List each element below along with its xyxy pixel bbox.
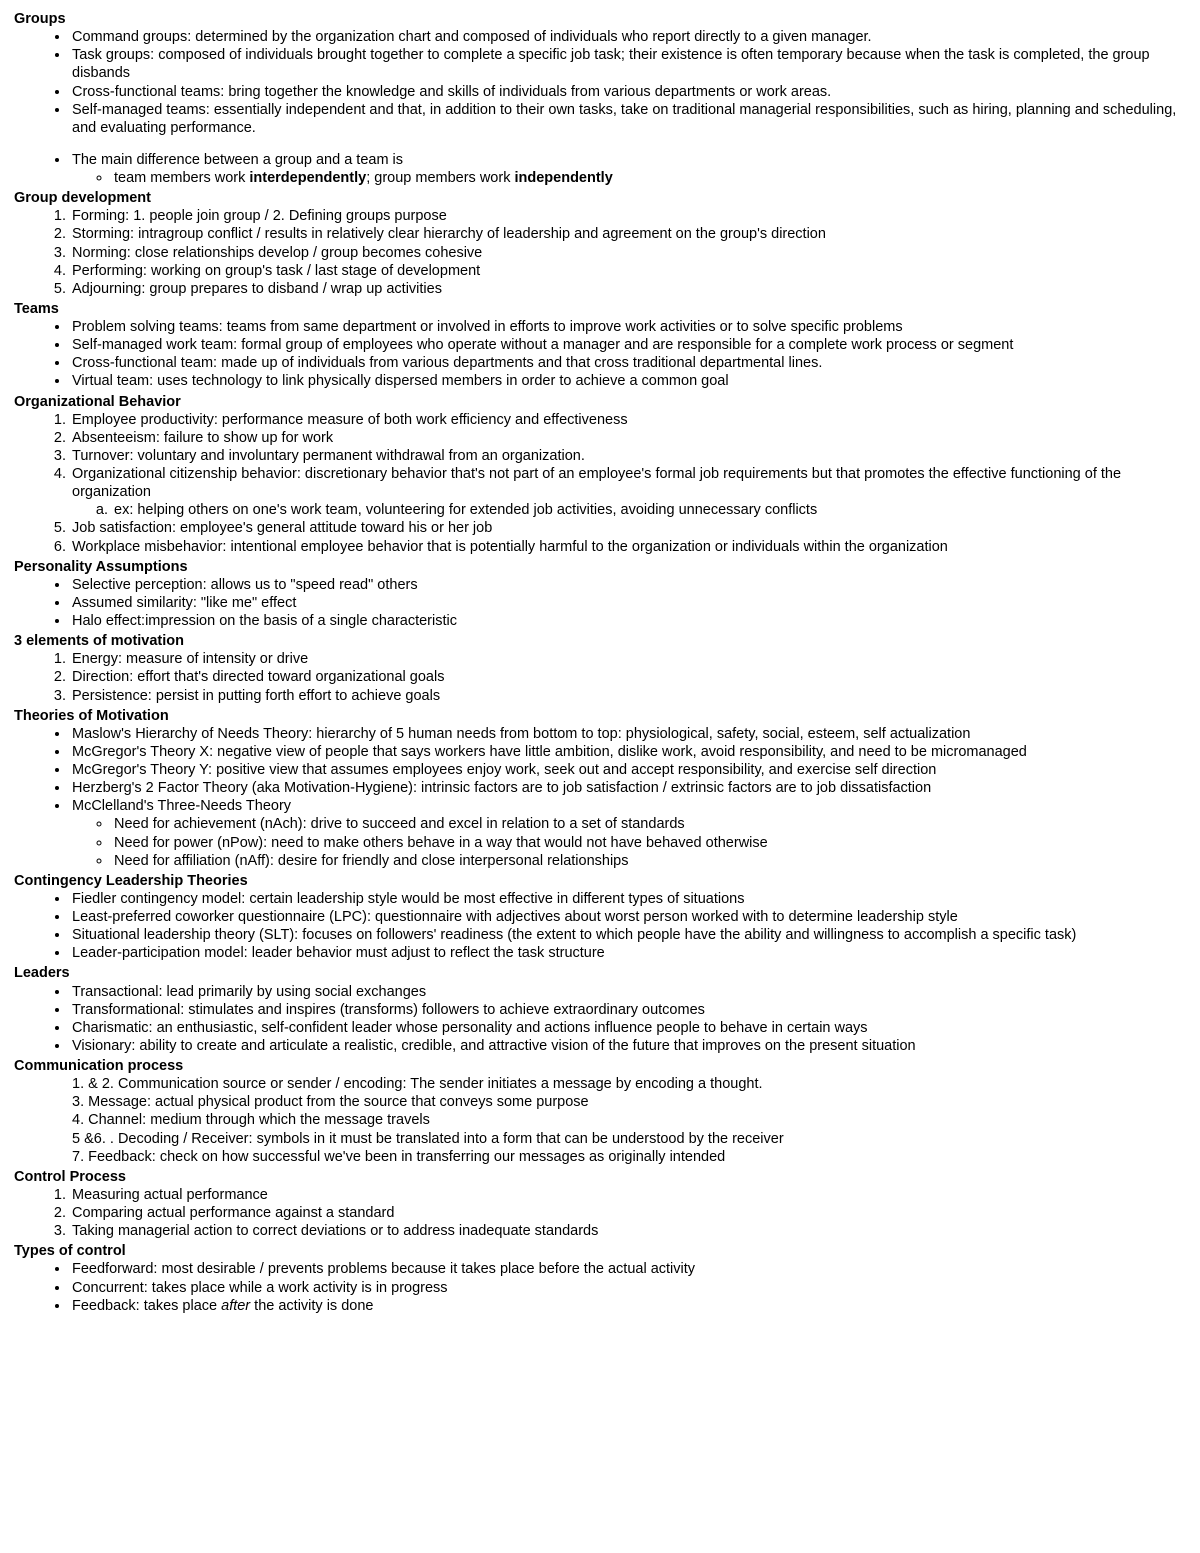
list-item: Charismatic: an enthusiastic, self-confi… (70, 1019, 1186, 1037)
list-item: Energy: measure of intensity or drive (70, 650, 1186, 668)
text-part: team members work (114, 170, 249, 186)
list-item: Selective perception: allows us to "spee… (70, 576, 1186, 594)
list-item: Persistence: persist in putting forth ef… (70, 687, 1186, 705)
section-list: Employee productivity: performance measu… (14, 411, 1186, 556)
list-item: Self-managed work team: formal group of … (70, 336, 1186, 354)
section-heading: Theories of Motivation (14, 707, 1186, 725)
sub-list: ex: helping others on one's work team, v… (72, 501, 1186, 519)
list-item: Job satisfaction: employee's general att… (70, 519, 1186, 537)
list-item: Absenteeism: failure to show up for work (70, 429, 1186, 447)
list-item: 7. Feedback: check on how successful we'… (14, 1148, 1186, 1166)
text-part: independently (514, 170, 612, 186)
section-heading: Teams (14, 300, 1186, 318)
list-item: Direction: effort that's directed toward… (70, 668, 1186, 686)
list-item: Performing: working on group's task / la… (70, 262, 1186, 280)
list-item: McClelland's Three-Needs TheoryNeed for … (70, 797, 1186, 870)
list-item: Self-managed teams: essentially independ… (70, 101, 1186, 137)
list-item: Least-preferred coworker questionnaire (… (70, 908, 1186, 926)
list-item: Herzberg's 2 Factor Theory (aka Motivati… (70, 779, 1186, 797)
list-item: Storming: intragroup conflict / results … (70, 225, 1186, 243)
section-heading: Organizational Behavior (14, 393, 1186, 411)
list-item: team members work interdependently; grou… (112, 169, 1186, 187)
list-item: Forming: 1. people join group / 2. Defin… (70, 207, 1186, 225)
list-item: Feedforward: most desirable / prevents p… (70, 1260, 1186, 1278)
list-item: Need for power (nPow): need to make othe… (112, 834, 1186, 852)
list-item: Taking managerial action to correct devi… (70, 1222, 1186, 1240)
section-heading: 3 elements of motivation (14, 632, 1186, 650)
section-list: Selective perception: allows us to "spee… (14, 576, 1186, 630)
section-list: Transactional: lead primarily by using s… (14, 983, 1186, 1056)
section-heading: Leaders (14, 964, 1186, 982)
document-root: GroupsCommand groups: determined by the … (14, 10, 1186, 1315)
list-item: McGregor's Theory Y: positive view that … (70, 761, 1186, 779)
section-heading: Group development (14, 189, 1186, 207)
section-list: Forming: 1. people join group / 2. Defin… (14, 207, 1186, 298)
sub-list: team members work interdependently; grou… (72, 169, 1186, 187)
list-item: Assumed similarity: "like me" effect (70, 594, 1186, 612)
list-item: Need for affiliation (nAff): desire for … (112, 852, 1186, 870)
list-item: Employee productivity: performance measu… (70, 411, 1186, 429)
section-list: Feedforward: most desirable / prevents p… (14, 1260, 1186, 1314)
list-item: Workplace misbehavior: intentional emplo… (70, 538, 1186, 556)
section-list: Measuring actual performanceComparing ac… (14, 1186, 1186, 1240)
list-item: 4. Channel: medium through which the mes… (14, 1111, 1186, 1129)
section-heading: Contingency Leadership Theories (14, 872, 1186, 890)
text-part: after (221, 1298, 250, 1314)
text-part: the activity is done (250, 1298, 373, 1314)
list-item: Cross-functional team: made up of indivi… (70, 354, 1186, 372)
list-item: Problem solving teams: teams from same d… (70, 318, 1186, 336)
list-item: Leader-participation model: leader behav… (70, 944, 1186, 962)
list-item: Virtual team: uses technology to link ph… (70, 372, 1186, 390)
list-item: Task groups: composed of individuals bro… (70, 46, 1186, 82)
section-heading: Groups (14, 10, 1186, 28)
list-item: Visionary: ability to create and articul… (70, 1037, 1186, 1055)
section-list: Energy: measure of intensity or driveDir… (14, 650, 1186, 704)
list-item: Comparing actual performance against a s… (70, 1204, 1186, 1222)
section-list: Maslow's Hierarchy of Needs Theory: hier… (14, 725, 1186, 870)
list-item: Concurrent: takes place while a work act… (70, 1279, 1186, 1297)
text-part: ; group members work (366, 170, 514, 186)
list-item: 1. & 2. Communication source or sender /… (14, 1075, 1186, 1093)
list-item: McGregor's Theory X: negative view of pe… (70, 743, 1186, 761)
list-item: Fiedler contingency model: certain leade… (70, 890, 1186, 908)
list-item: Organizational citizenship behavior: dis… (70, 465, 1186, 519)
list-item: Turnover: voluntary and involuntary perm… (70, 447, 1186, 465)
sub-list: Need for achievement (nAch): drive to su… (72, 815, 1186, 869)
list-item: The main difference between a group and … (70, 151, 1186, 187)
text-part: Feedback: takes place (72, 1298, 221, 1314)
list-item: 5 &6. . Decoding / Receiver: symbols in … (14, 1130, 1186, 1148)
list-item: Transactional: lead primarily by using s… (70, 983, 1186, 1001)
section-list: Problem solving teams: teams from same d… (14, 318, 1186, 391)
list-item: Situational leadership theory (SLT): foc… (70, 926, 1186, 944)
list-item: Need for achievement (nAch): drive to su… (112, 815, 1186, 833)
section-heading: Types of control (14, 1242, 1186, 1260)
text-part: interdependently (249, 170, 366, 186)
section-heading: Control Process (14, 1168, 1186, 1186)
list-item: Command groups: determined by the organi… (70, 28, 1186, 46)
list-item: 3. Message: actual physical product from… (14, 1093, 1186, 1111)
list-item: Measuring actual performance (70, 1186, 1186, 1204)
list-item: Halo effect:impression on the basis of a… (70, 612, 1186, 630)
list-item: Cross-functional teams: bring together t… (70, 83, 1186, 101)
list-item: ex: helping others on one's work team, v… (112, 501, 1186, 519)
spacer (70, 137, 1186, 151)
section-heading: Communication process (14, 1057, 1186, 1075)
section-list: Command groups: determined by the organi… (14, 28, 1186, 187)
section-list: Fiedler contingency model: certain leade… (14, 890, 1186, 963)
list-item: Adjourning: group prepares to disband / … (70, 280, 1186, 298)
list-item: Transformational: stimulates and inspire… (70, 1001, 1186, 1019)
list-item: Maslow's Hierarchy of Needs Theory: hier… (70, 725, 1186, 743)
list-item: Feedback: takes place after the activity… (70, 1297, 1186, 1315)
section-heading: Personality Assumptions (14, 558, 1186, 576)
list-item: Norming: close relationships develop / g… (70, 244, 1186, 262)
